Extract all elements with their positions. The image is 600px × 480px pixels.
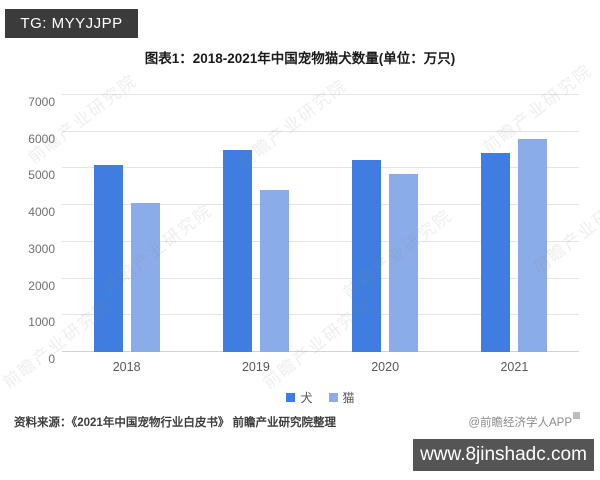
credit-note: @前瞻经济学人APP: [468, 412, 580, 430]
x-tick-label-2019: 2019: [241, 360, 270, 374]
website-bar: www.8jinshadc.com: [413, 439, 594, 471]
y-axis-labels: 0 1000 2000 3000 4000 5000 6000 7000: [28, 95, 55, 366]
bar-2020-猫: [389, 173, 419, 352]
bar-group-2021: [450, 95, 579, 352]
bar-2019-猫: [259, 190, 289, 352]
website-label: www.8jinshadc.com: [420, 444, 587, 465]
x-axis-labels: 2018 2019 2020 2021: [62, 360, 579, 374]
legend-label-犬: 犬: [300, 391, 313, 405]
x-tick-label-2021: 2021: [500, 360, 529, 374]
legend-swatch-猫: [328, 393, 338, 402]
bar-2018-猫: [130, 202, 160, 352]
source-note: 资料来源：《2021年中国宠物行业白皮书》 前瞻产业研究院整理: [14, 417, 337, 429]
bar-group-2020: [321, 95, 450, 352]
grid-line-0: [62, 351, 579, 352]
legend-label-猫: 猫: [342, 391, 355, 405]
chart-legend: 犬猫: [62, 389, 579, 406]
bars-row: [62, 95, 579, 352]
grid-line-7000: [62, 94, 579, 95]
credit-square-icon: [573, 412, 580, 419]
grid-line-2000: [62, 277, 579, 279]
bar-2021-猫: [518, 138, 548, 352]
grid-line-3000: [62, 240, 579, 242]
grid-line-5000: [62, 167, 579, 169]
chart-title: 图表1：2018-2021年中国宠物猫犬数量(单位：万只): [144, 51, 456, 66]
x-tick-label-2020: 2020: [371, 360, 400, 374]
credit-label: @前瞻经济学人APP: [468, 417, 572, 429]
bar-group-2019: [191, 95, 320, 352]
telegram-tag-bar: TG: MYYJJPP: [5, 9, 138, 38]
bar-2020-犬: [352, 160, 382, 352]
legend-item-猫: 猫: [328, 389, 355, 406]
plot-area: [62, 94, 579, 352]
x-tick-label-2018: 2018: [112, 360, 141, 374]
legend-swatch-犬: [286, 393, 296, 402]
bar-2019-犬: [222, 149, 252, 352]
bar-group-2018: [62, 95, 191, 352]
grid-line-4000: [62, 204, 579, 206]
grid-line-6000: [62, 130, 579, 132]
bar-2021-犬: [481, 152, 511, 352]
legend-item-犬: 犬: [286, 389, 313, 406]
grid-line-1000: [62, 314, 579, 316]
bar-2018-犬: [93, 165, 123, 352]
telegram-tag-label: TG: MYYJJPP: [20, 15, 123, 32]
